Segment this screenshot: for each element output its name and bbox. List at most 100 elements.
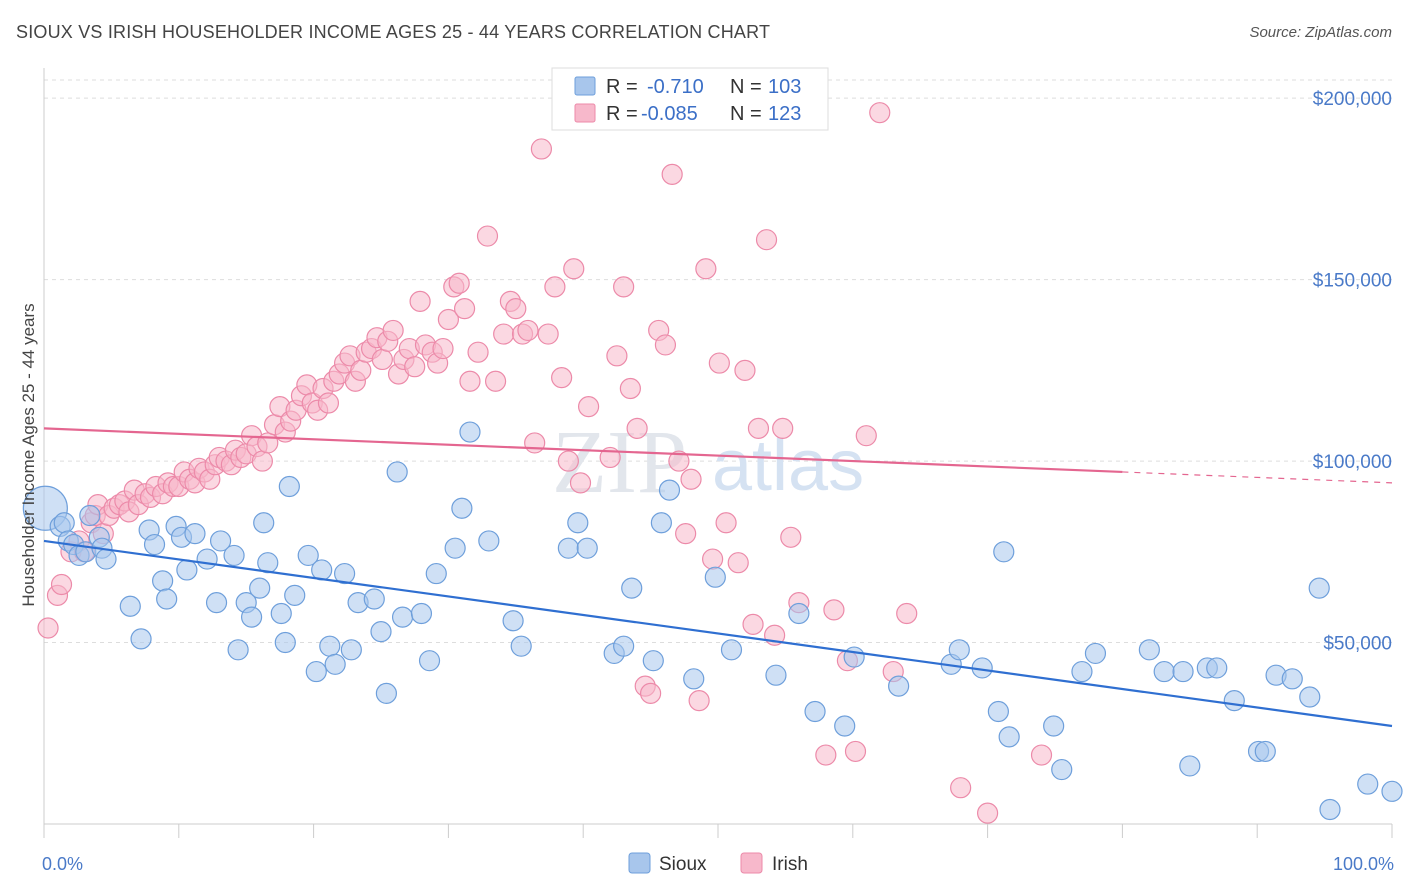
legend-n-label-irish: N = bbox=[730, 103, 762, 125]
irish-point bbox=[869, 102, 891, 124]
irish-point bbox=[437, 308, 459, 331]
y-tick-label: $200,000 bbox=[1313, 89, 1392, 110]
sioux-point bbox=[156, 588, 178, 610]
sioux-point bbox=[642, 650, 664, 672]
sioux-point bbox=[253, 512, 275, 534]
sioux-point bbox=[1179, 755, 1201, 777]
bottom-legend-swatch-irish bbox=[740, 852, 763, 874]
irish-point bbox=[563, 258, 585, 280]
sioux-point bbox=[1138, 639, 1160, 661]
irish-point bbox=[734, 359, 756, 381]
irish-point bbox=[476, 225, 499, 247]
sioux-point bbox=[152, 570, 174, 592]
sioux-point bbox=[510, 635, 532, 657]
sioux-point bbox=[305, 660, 327, 683]
irish-point bbox=[654, 334, 677, 356]
axes bbox=[43, 68, 1393, 838]
legend: R = -0.710 N = 103 R = -0.085 N = 123 bbox=[551, 67, 829, 131]
irish-point bbox=[619, 377, 641, 400]
irish-point bbox=[950, 777, 972, 799]
sioux-point bbox=[284, 584, 306, 606]
sioux-point bbox=[1319, 798, 1341, 821]
sioux-point bbox=[1281, 668, 1303, 690]
sioux-point bbox=[278, 475, 300, 498]
sioux-point bbox=[1381, 780, 1403, 802]
irish-point bbox=[484, 370, 507, 392]
y-axis-label: Householder Income Ages 25 - 44 years bbox=[19, 303, 38, 606]
irish-point bbox=[680, 468, 702, 490]
watermark-atlas: atlas bbox=[712, 426, 864, 506]
sioux-point bbox=[1051, 758, 1073, 781]
irish-point bbox=[606, 345, 628, 367]
irish-point bbox=[815, 744, 837, 766]
irish-point bbox=[251, 450, 273, 472]
irish-point bbox=[661, 163, 683, 185]
irish-point bbox=[742, 613, 764, 635]
irish-point bbox=[715, 512, 737, 534]
legend-r-label-irish: R = bbox=[606, 103, 638, 125]
irish-point bbox=[505, 298, 527, 320]
sioux-point bbox=[386, 461, 408, 483]
sioux-point bbox=[391, 606, 414, 628]
sioux-point bbox=[948, 639, 970, 661]
sioux-points bbox=[22, 421, 1403, 821]
y-tick-label: $150,000 bbox=[1313, 271, 1392, 292]
sioux-point bbox=[459, 421, 481, 443]
irish-point bbox=[404, 356, 426, 378]
irish-trend-line bbox=[43, 427, 1123, 474]
sioux-point bbox=[1308, 577, 1330, 599]
sioux-point bbox=[410, 602, 433, 625]
legend-n-value-irish: 123 bbox=[768, 103, 801, 125]
irish-point bbox=[467, 341, 489, 363]
irish-point bbox=[780, 526, 802, 548]
irish-point bbox=[577, 396, 600, 418]
trend-lines bbox=[43, 427, 1393, 728]
irish-trend-line-dashed bbox=[1122, 471, 1393, 484]
x-tick-label-end: 100.0% bbox=[1333, 854, 1394, 874]
sioux-point bbox=[1043, 715, 1065, 737]
sioux-point bbox=[834, 715, 856, 737]
bottom-legend: Sioux Irish bbox=[628, 852, 808, 875]
irish-point bbox=[708, 352, 730, 374]
sioux-point bbox=[227, 639, 249, 661]
sioux-point bbox=[704, 566, 726, 588]
sioux-point bbox=[1299, 686, 1321, 708]
sioux-point bbox=[804, 700, 826, 723]
legend-r-value-irish: -0.085 bbox=[641, 103, 698, 125]
irish-point bbox=[976, 802, 999, 824]
sioux-point bbox=[1254, 740, 1276, 763]
sioux-point bbox=[370, 621, 392, 643]
sioux-point bbox=[502, 610, 524, 632]
bottom-legend-label-irish: Irish bbox=[772, 854, 808, 875]
irish-point bbox=[432, 337, 454, 360]
y-tick-label: $100,000 bbox=[1313, 452, 1392, 473]
irish-point bbox=[695, 258, 717, 280]
irish-point bbox=[544, 276, 566, 298]
sioux-point bbox=[843, 646, 865, 668]
irish-point bbox=[50, 573, 73, 596]
legend-box bbox=[551, 67, 829, 131]
sioux-point bbox=[176, 559, 198, 581]
legend-swatch-sioux bbox=[574, 76, 596, 96]
irish-point bbox=[448, 272, 470, 294]
sioux-point bbox=[223, 544, 245, 567]
irish-point bbox=[755, 229, 778, 251]
sioux-point bbox=[130, 628, 152, 650]
legend-r-label-sioux: R = bbox=[606, 76, 638, 98]
irish-point bbox=[371, 348, 393, 371]
irish-point bbox=[896, 602, 918, 625]
legend-swatch-irish bbox=[574, 103, 596, 123]
y-tick-labels: $50,000 $100,000 $150,000 $200,000 bbox=[1313, 89, 1392, 654]
sioux-point bbox=[683, 668, 705, 690]
irish-point bbox=[524, 432, 546, 454]
irish-point bbox=[317, 392, 340, 414]
y-tick-label: $50,000 bbox=[1323, 634, 1392, 655]
sioux-point bbox=[1084, 642, 1107, 665]
sioux-point bbox=[205, 592, 228, 614]
sioux-point bbox=[95, 548, 117, 570]
sioux-point bbox=[451, 497, 473, 519]
sioux-point bbox=[998, 726, 1020, 748]
sioux-point bbox=[196, 548, 218, 570]
sioux-point bbox=[567, 512, 589, 534]
